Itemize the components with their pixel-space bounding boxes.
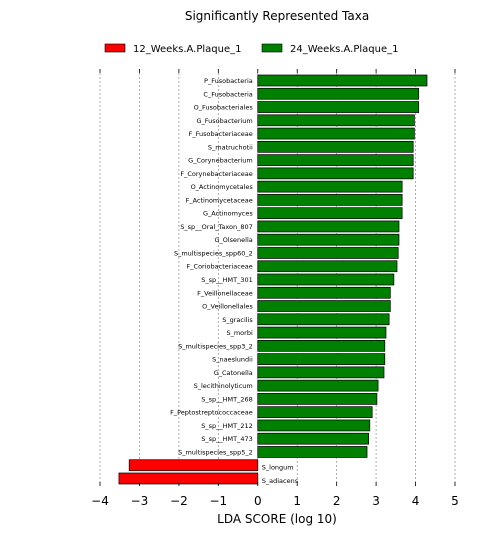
legend-entry: 12_Weeks.A.Plaque_1 [133,44,242,55]
x-tick-label: −2 [170,494,188,508]
bar-label: G_Catonella [214,369,253,377]
bar [257,366,385,379]
bar [257,127,415,140]
bar-label: S_adiacens [262,477,299,485]
bar [257,194,403,206]
bar [257,207,403,220]
bar [257,273,395,286]
bar [257,432,369,445]
bar [118,472,259,485]
bar [257,300,391,312]
bar [257,326,387,339]
bar-label: S_gracilis [222,316,253,324]
bar [257,419,371,432]
bar [257,353,386,365]
bar [257,101,420,113]
bar-label: O_Fusobacteriales [194,104,254,112]
bar-label: S_sp__HMT_473 [201,435,253,443]
bar-label: F_Veillonellaceae [197,289,253,297]
bar-label: S_morbi [226,329,252,337]
bar [257,74,428,87]
bar [257,379,379,392]
bar [257,154,414,166]
bar-label: F_Coriobacteriaceae [187,263,253,271]
bar [257,406,373,419]
bar-label: G_Actinomyces [203,210,253,218]
bar [257,247,399,259]
x-tick-label: 5 [451,494,459,508]
bar-label: P_Fusobacteria [204,77,253,85]
x-tick-label: 1 [293,494,301,508]
bar-label: S_longum [262,464,294,472]
x-tick-label: 0 [254,494,262,508]
bar [257,180,403,193]
bar [128,459,259,472]
x-tick-label: −4 [91,494,109,508]
bar [257,393,378,405]
legend-swatch [104,43,126,53]
bar [257,233,400,246]
legend-swatch [261,43,283,53]
bar-label: F_Actinomycetaceae [186,196,253,204]
x-axis-label: LDA SCORE (log 10) [217,512,337,526]
bar-label: F_Fusobacteriaceae [189,130,253,138]
bar-label: G_Fusobacterium [196,117,252,125]
bar [257,140,414,153]
bar-label: S_sp__HMT_212 [201,422,253,430]
x-tick-label: −1 [209,494,227,508]
bar [257,260,398,273]
bar-label: S_multispecies_spp5_2 [178,448,253,456]
bar-label: S_multispecies_spp3_2 [178,342,253,350]
bar [257,167,414,180]
bars-group: P_Fusobacteria C_Fusobacteria O_Fusobacter… [118,74,428,485]
chart-title: Significantly Represented Taxa [185,9,369,23]
bar-label: O_Veillonellales [202,303,253,311]
bar [257,220,400,233]
x-tick-label: 3 [372,494,380,508]
x-tick-label: −3 [131,494,149,508]
bar-label: G_Olsenella [214,236,252,244]
bar-label: F_Corynebacteriaceae [180,170,252,178]
x-tick-label: 2 [333,494,341,508]
bar [257,339,386,352]
bar [257,286,391,299]
bar-label: S_sp__HMT_301 [201,276,253,284]
bar-label: S_matruchotii [208,143,253,151]
bar-label: O_Actinomycetales [191,183,254,191]
bar-label: G_Corynebacterium [188,157,253,165]
bar-label: S_sp__HMT_268 [201,395,253,403]
x-tick-label: 4 [412,494,420,508]
legend-entry: 24_Weeks.A.Plaque_1 [290,44,399,55]
bar [257,446,368,458]
bar-label: S_multispecies_spp60_2 [174,249,253,257]
bar [257,87,420,100]
x-axis: −4 −3 −2 −1 0 1 2 3 4 5 [91,69,459,508]
bar-label: S_sp__Oral_Taxon_807 [180,223,253,231]
bar-label: F_Peptostreptococcaceae [170,409,253,417]
bar-label: S_naeslundii [212,356,253,364]
bar-label: S_lecithinolyticum [194,382,253,390]
legend: 12_Weeks.A.Plaque_1 24_Weeks.A.Plaque_1 [104,43,399,55]
bar-label: C_Fusobacteria [203,90,252,98]
bar [257,114,415,127]
bar [257,313,390,326]
